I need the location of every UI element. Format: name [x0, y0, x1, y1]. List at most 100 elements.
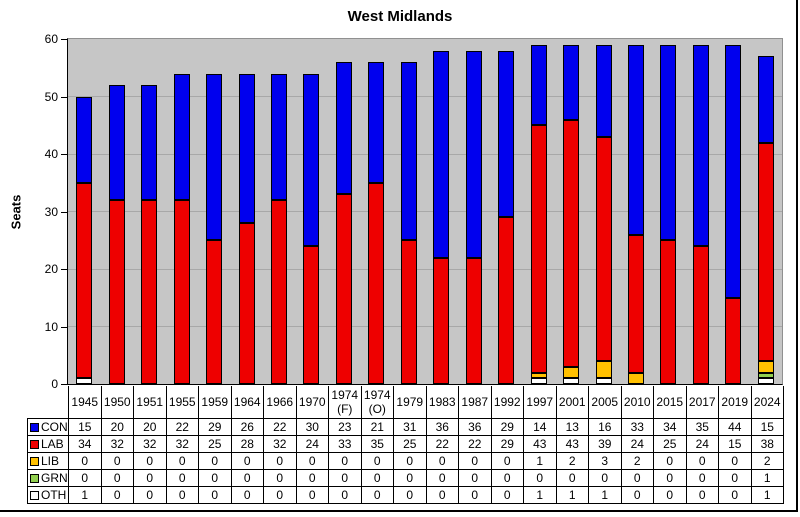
bar-segment-LAB	[725, 297, 742, 384]
bar-segment-OTH	[530, 378, 547, 384]
bar-segment-LAB	[433, 257, 450, 384]
table-row-CON: CON 15 20 20 22 29 26 22 30 23 21 31 36 36 29 14 13 16 33 3…	[27, 417, 784, 436]
value-cell-CON: 15	[68, 417, 102, 436]
value-cell-OTH: 0	[490, 485, 524, 504]
grid-line-40	[68, 153, 782, 155]
value-cell-OTH: 0	[133, 485, 167, 504]
value-cell-LIB: 2	[750, 451, 784, 470]
value-cell-LAB: 33	[328, 434, 362, 453]
value-cell-CON: 22	[165, 417, 199, 436]
bar-segment-LIB	[627, 372, 644, 384]
bar-segment-CON	[303, 73, 320, 246]
value-cell-OTH: 0	[230, 485, 264, 504]
value-cell-OTH: 1	[68, 485, 102, 504]
value-cell-LIB: 0	[263, 451, 297, 470]
value-cell-CON: 36	[425, 417, 459, 436]
legend-label-GRN: GRN	[41, 470, 68, 485]
value-cell-GRN: 0	[295, 468, 329, 487]
bar-segment-LAB	[368, 182, 385, 384]
value-cell-LIB: 0	[328, 451, 362, 470]
value-cell-CON: 16	[588, 417, 622, 436]
bar-segment-LAB	[335, 194, 352, 384]
bar-2019	[725, 44, 742, 384]
bar-segment-LIB	[757, 361, 774, 373]
value-cell-LIB: 0	[425, 451, 459, 470]
year-header-cell: 1945	[68, 386, 102, 419]
legend-cell-LAB: LAB	[27, 434, 69, 453]
value-cell-GRN: 0	[393, 468, 427, 487]
value-cell-OTH: 0	[620, 485, 654, 504]
bar-1945	[76, 96, 93, 384]
value-cell-LAB: 32	[165, 434, 199, 453]
bar-segment-CON	[206, 73, 223, 241]
year-header-cell: 2010	[620, 386, 654, 419]
value-cell-CON: 31	[393, 417, 427, 436]
value-cell-LAB: 25	[198, 434, 232, 453]
value-cell-LIB: 0	[68, 451, 102, 470]
year-header-cell: 1987	[458, 386, 492, 419]
bar-segment-CON	[627, 44, 644, 235]
value-cell-GRN: 0	[458, 468, 492, 487]
value-cell-LAB: 24	[685, 434, 719, 453]
value-cell-CON: 33	[620, 417, 654, 436]
value-cell-GRN: 0	[328, 468, 362, 487]
bar-segment-LIB	[530, 372, 547, 379]
bar-segment-LAB	[206, 240, 223, 384]
value-cell-OTH: 0	[653, 485, 687, 504]
bar-segment-LAB	[173, 200, 190, 384]
value-cell-OTH: 0	[165, 485, 199, 504]
value-cell-CON: 29	[198, 417, 232, 436]
value-cell-CON: 26	[230, 417, 264, 436]
year-header-cell: 1992	[490, 386, 524, 419]
value-cell-LAB: 34	[68, 434, 102, 453]
value-cell-LIB: 0	[490, 451, 524, 470]
year-header-cell: 1983	[425, 386, 459, 419]
grid-line-10	[68, 326, 782, 327]
bar-segment-OTH	[76, 378, 93, 384]
y-tick-mark-0	[61, 384, 67, 385]
value-cell-OTH: 0	[295, 485, 329, 504]
value-cell-CON: 29	[490, 417, 524, 436]
table-row-GRN: GRN 0 0 0 0 0 0 0 0 0 0 0 0 0 0 0 0 0 0 0 0 0 1	[27, 468, 784, 487]
bar-segment-GRN	[757, 372, 774, 379]
bar-1966	[270, 73, 287, 384]
bar-segment-CON	[563, 44, 580, 120]
value-cell-GRN: 0	[620, 468, 654, 487]
y-tick-label-20: 20	[44, 262, 58, 276]
year-header-cell: 1951	[133, 386, 167, 419]
table-row-OTH: OTH 1 0 0 0 0 0 0 0 0 0 0 0 0 0 1 1 1 0 0 0 0 1	[27, 485, 784, 504]
value-cell-LIB: 2	[620, 451, 654, 470]
y-tick-label-30: 30	[44, 204, 58, 219]
value-cell-GRN: 0	[555, 468, 589, 487]
value-cell-OTH: 0	[263, 485, 297, 504]
value-cell-LIB: 0	[653, 451, 687, 470]
y-tick-mark-10	[61, 326, 67, 328]
value-cell-GRN: 0	[653, 468, 687, 487]
year-header-cell: 1966	[263, 386, 297, 419]
value-cell-GRN: 0	[588, 468, 622, 487]
legend-cell-LIB: LIB	[27, 451, 69, 470]
bar-1955	[173, 73, 190, 384]
y-tick-label-60: 60	[44, 32, 58, 46]
bar-segment-CON	[498, 50, 515, 218]
year-header-cell: 1974 (F)	[328, 386, 362, 419]
bar-segment-CON	[173, 73, 190, 200]
year-header-cell: 2001	[555, 386, 589, 419]
y-tick-mark-20	[61, 269, 67, 270]
value-cell-CON: 22	[263, 417, 297, 436]
bar-1964	[238, 73, 255, 384]
value-cell-LIB: 2	[555, 451, 589, 470]
value-cell-OTH: 0	[328, 485, 362, 504]
bar-segment-CON	[433, 50, 450, 258]
value-cell-GRN: 0	[360, 468, 394, 487]
year-header-cell: 2024	[750, 386, 784, 419]
value-cell-OTH: 0	[360, 485, 394, 504]
year-header-cell: 2019	[718, 386, 752, 419]
bar-segment-CON	[595, 44, 612, 137]
bar-segment-LAB	[108, 200, 125, 384]
value-cell-LIB: 0	[360, 451, 394, 470]
value-cell-LAB: 29	[490, 434, 524, 453]
value-cell-OTH: 1	[523, 485, 557, 504]
data-table: 1945 1950 1951 1955 1959 1964 1966 1970 1974 (F)…	[27, 386, 784, 504]
